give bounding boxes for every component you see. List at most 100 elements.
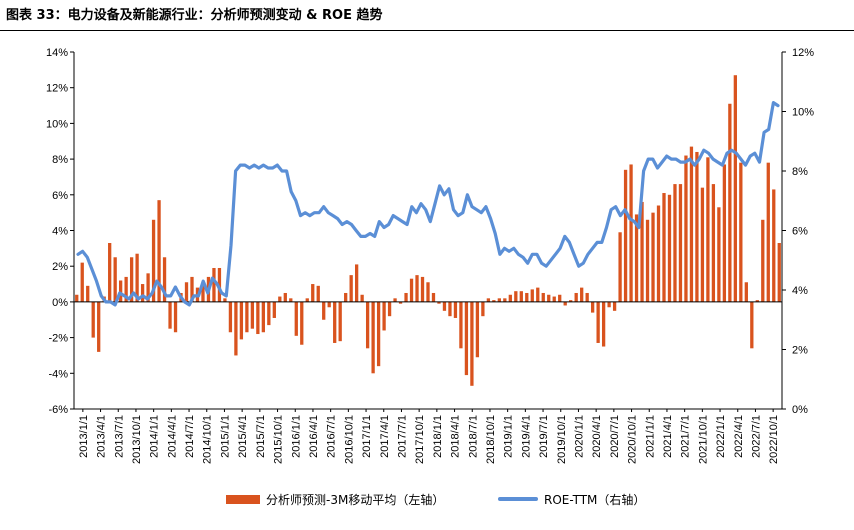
right-tick-label: 10% xyxy=(792,107,814,119)
bar-mark xyxy=(75,294,79,302)
bar-mark xyxy=(217,267,222,302)
x-tick-label: 2022/10/1 xyxy=(768,415,780,464)
left-tick-label: 2% xyxy=(52,261,68,273)
right-tick-label: 0% xyxy=(792,404,808,416)
bar-mark xyxy=(612,301,617,311)
x-tick-label: 2017/4/1 xyxy=(379,415,391,458)
x-tick-label: 2013/7/1 xyxy=(113,415,125,458)
bar-mark xyxy=(376,301,381,367)
bar-mark xyxy=(157,200,161,302)
bar-mark xyxy=(750,301,754,349)
left-tick-label: -4% xyxy=(48,368,68,380)
bar-mark xyxy=(349,275,353,302)
bar-mark xyxy=(365,301,370,349)
x-tick-label: 2019/1/1 xyxy=(503,415,515,458)
bar-mark xyxy=(404,292,408,302)
bar-mark xyxy=(629,164,633,302)
left-tick-label: 6% xyxy=(52,190,68,202)
x-tick-label: 2020/7/1 xyxy=(609,415,621,458)
bar-mark xyxy=(656,205,661,302)
bar-mark xyxy=(547,294,551,302)
bar-mark xyxy=(338,301,342,342)
bar-mark xyxy=(618,232,622,302)
x-tick-label: 2013/10/1 xyxy=(131,415,143,464)
bar-mark xyxy=(766,162,770,302)
bar-mark xyxy=(525,292,529,302)
x-tick-label: 2015/10/1 xyxy=(273,415,285,464)
bar-mark xyxy=(623,169,628,302)
bar-mark xyxy=(596,301,600,343)
x-tick-label: 2018/7/1 xyxy=(467,415,479,458)
bar-mark xyxy=(662,193,666,302)
right-tick-label: 4% xyxy=(792,285,808,297)
bar-mark xyxy=(722,164,727,302)
chart-area: -6% -4% -2% 0% 2% 4% 6% 8% 10% 12% 14% 0% 2% 4% 6% 8% 10… xyxy=(46,47,814,464)
bar-mark xyxy=(327,301,331,308)
bar-mark xyxy=(503,298,507,302)
bar-mark xyxy=(80,262,84,302)
bar-mark xyxy=(113,257,117,302)
bar-mark xyxy=(530,289,534,302)
chart-title: 图表 33：电力设备及新能源行业：分析师预测变动 & ROE 趋势 xyxy=(6,8,383,23)
x-tick-label: 2020/4/1 xyxy=(591,415,603,458)
bar-mark xyxy=(316,285,320,302)
bar-mark xyxy=(464,301,469,376)
x-tick-label: 2019/10/1 xyxy=(556,415,568,464)
left-tick-label: 10% xyxy=(46,118,68,130)
bar-mark xyxy=(717,207,721,302)
bar-mark xyxy=(371,301,375,374)
x-tick-label: 2022/4/1 xyxy=(733,415,745,458)
x-tick-label: 2019/7/1 xyxy=(538,415,550,458)
bar-mark xyxy=(437,301,441,304)
bar-mark xyxy=(261,301,265,333)
x-tick-label: 2021/4/1 xyxy=(662,415,674,458)
bar-mark xyxy=(569,300,573,302)
bar-mark xyxy=(580,287,584,302)
right-tick-label: 8% xyxy=(792,166,808,178)
bar-mark xyxy=(585,292,589,302)
bar-mark xyxy=(223,298,227,302)
x-tick-label: 2020/10/1 xyxy=(627,415,639,464)
bar-mark xyxy=(300,301,304,345)
legend-item-bar: 分析师预测-3M移动平均（左轴） xyxy=(226,486,444,512)
bar-mark xyxy=(344,292,348,302)
bar-mark xyxy=(322,301,326,320)
bar-mark xyxy=(706,157,710,302)
bar-mark xyxy=(563,301,567,306)
right-tick-label: 2% xyxy=(792,345,808,357)
bar-mark xyxy=(442,301,447,311)
left-tick-label: -2% xyxy=(48,333,68,345)
bar-mark xyxy=(673,184,677,302)
bar-mark xyxy=(272,301,276,318)
bar-mark xyxy=(492,300,496,302)
x-tick-label: 2014/10/1 xyxy=(202,415,214,464)
bar-mark xyxy=(420,276,425,302)
bar-mark xyxy=(124,276,128,302)
bar-mark xyxy=(552,296,556,302)
bar-mark xyxy=(591,301,595,313)
right-tick-label: 6% xyxy=(792,226,808,238)
bar-mark xyxy=(398,301,403,304)
x-tick-label: 2015/1/1 xyxy=(219,415,231,458)
bar-mark xyxy=(497,298,501,302)
bar-mark xyxy=(634,214,639,302)
bar-mark xyxy=(470,301,474,386)
left-tick-label: 12% xyxy=(46,83,68,95)
bar-mark xyxy=(201,285,205,302)
x-tick-label: 2018/10/1 xyxy=(485,415,497,464)
x-tick-label: 2017/10/1 xyxy=(414,415,426,464)
bar-mark xyxy=(541,292,545,302)
bar-mark xyxy=(146,273,150,302)
bar-mark xyxy=(519,291,523,302)
bar-mark xyxy=(772,189,776,302)
bar-mark xyxy=(645,219,650,302)
x-tick-label: 2021/10/1 xyxy=(697,415,709,464)
bar-mark xyxy=(607,301,611,308)
bar-mark xyxy=(212,267,216,302)
bar-mark xyxy=(305,298,309,302)
bar-mark xyxy=(695,151,699,302)
bar-mark xyxy=(228,301,233,333)
bar-mark xyxy=(711,184,716,302)
bar-mark xyxy=(289,298,293,302)
bar-mark xyxy=(97,301,101,352)
